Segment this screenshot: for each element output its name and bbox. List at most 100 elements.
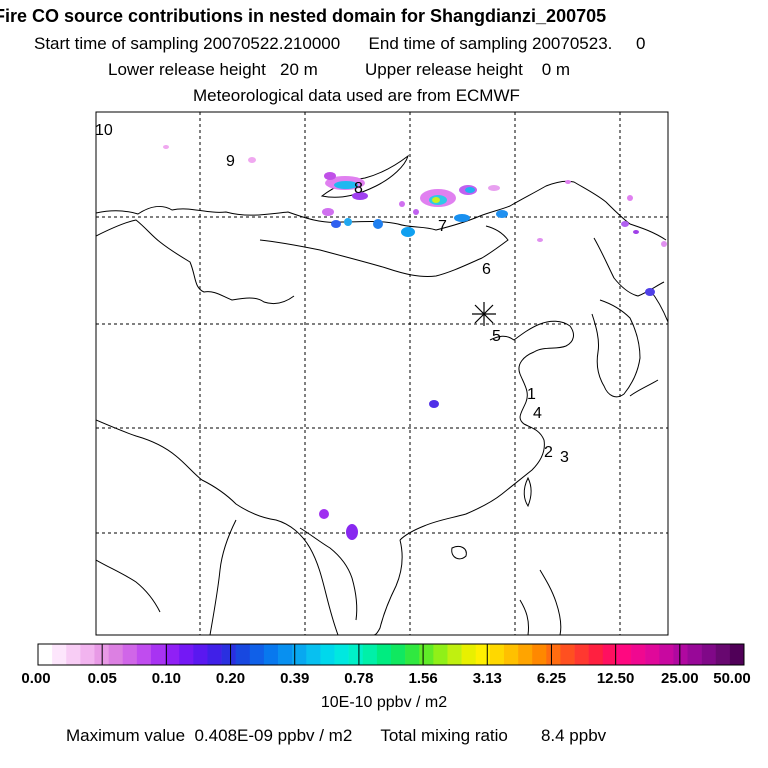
northeast-border (593, 237, 665, 297)
bay-of-bengal (96, 559, 161, 613)
colorbar-swatch (461, 644, 477, 665)
colorbar-swatch (588, 644, 604, 665)
colorbar-swatch (546, 644, 561, 665)
colorbar-swatch (376, 644, 392, 665)
summary-line: Maximum value 0.408E-09 ppbv / m2 Total … (66, 726, 607, 745)
kazakh-border (96, 219, 295, 305)
colorbar-label: 50.00 (713, 670, 751, 687)
map-title: Fire CO source contributions in nested d… (0, 6, 607, 26)
korea (591, 299, 641, 398)
colorbar-swatch (320, 644, 335, 665)
colorbar-swatch (66, 644, 81, 665)
colorbar-swatch (701, 644, 717, 665)
colorbar-swatch (574, 644, 589, 665)
map-frame (95, 111, 669, 636)
colorbar-swatch (136, 644, 152, 665)
colorbar-swatch (193, 644, 208, 665)
release-height-line: Lower release height 20 m Upper release … (108, 60, 571, 79)
colorbar-label: 0.39 (280, 670, 310, 687)
colorbar-swatch (391, 644, 406, 665)
philippines (519, 569, 562, 635)
colorbar-swatch (447, 644, 462, 665)
colorbar-swatch (659, 644, 674, 665)
colorbar-label: 0.78 (344, 670, 374, 687)
colorbar-swatch (221, 644, 236, 665)
colorbar-label: 25.00 (661, 670, 699, 687)
colorbar-units: 10E-10 ppbv / m2 (320, 694, 448, 711)
meteorology-line: Meteorological data used are from ECMWF (193, 86, 520, 105)
colorbar-swatch (673, 644, 688, 665)
colorbar-swatch (306, 644, 321, 665)
map-number-7: 7 (438, 218, 447, 235)
colorbar-swatch (362, 644, 378, 665)
colorbar-swatch (532, 644, 547, 665)
map-number-8: 8 (354, 180, 363, 197)
colorbar-label: 0.05 (87, 670, 117, 687)
colorbar-swatch (348, 644, 364, 665)
colorbar-swatch (518, 644, 533, 665)
colorbar-label: 0.00 (21, 670, 51, 687)
colorbar-swatch (165, 644, 180, 665)
colorbar-swatch (602, 644, 618, 665)
colorbar-swatch (108, 644, 124, 665)
colorbar-swatch (645, 644, 660, 665)
colorbar (38, 644, 745, 665)
myanmar-coast (209, 519, 237, 635)
map-number-6: 6 (482, 261, 491, 278)
colorbar-swatch (715, 644, 731, 665)
colorbar-swatch (122, 644, 138, 665)
colorbar-swatch (179, 644, 194, 665)
colorbar-label: 0.20 (215, 670, 246, 687)
taiwan (523, 476, 532, 508)
asterisk-marker (472, 302, 496, 326)
map-number-4: 4 (533, 405, 542, 422)
colorbar-swatch (207, 644, 222, 665)
colorbar-swatch (475, 644, 491, 665)
map-number-9: 9 (226, 153, 235, 170)
colorbar-swatch (631, 644, 646, 665)
northern-border (96, 180, 667, 241)
colorbar-swatch (52, 644, 67, 665)
mongolia-border (259, 225, 509, 277)
indochina (96, 419, 339, 635)
grid-lines (96, 112, 668, 635)
japan (629, 289, 668, 397)
coastline-borders (96, 154, 668, 635)
colorbar-swatch (489, 644, 505, 665)
colorbar-swatch (419, 644, 434, 665)
colorbar-swatch (150, 644, 166, 665)
colorbar-label: 6.25 (536, 670, 567, 687)
colorbar-swatch (560, 644, 575, 665)
colorbar-swatch (405, 644, 420, 665)
colorbar-swatch (38, 644, 53, 665)
colorbar-swatch (334, 644, 349, 665)
map-number-2: 2 (544, 444, 553, 461)
colorbar-swatch (433, 644, 448, 665)
map-number-3: 3 (560, 449, 569, 466)
map-number-5: 5 (492, 328, 501, 345)
hainan (451, 545, 467, 560)
map-number-1: 1 (527, 386, 536, 403)
map-number-10: 10 (95, 122, 113, 139)
colorbar-frame (37, 643, 745, 666)
colorbar-swatch (80, 644, 95, 665)
colorbar-swatch (235, 644, 251, 665)
colorbar-label: 0.10 (151, 670, 181, 687)
colorbar-swatch (503, 644, 519, 665)
colorbar-label: 12.50 (596, 670, 635, 687)
colorbar-label: 3.13 (472, 670, 502, 687)
colorbar-swatch (263, 644, 279, 665)
thailand-border (299, 527, 358, 621)
colorbar-swatch (616, 644, 632, 665)
colorbar-swatch (278, 644, 293, 665)
colorbar-swatch (729, 644, 745, 665)
concentration-field (163, 145, 667, 540)
colorbar-swatch (249, 644, 265, 665)
colorbar-swatch (687, 644, 702, 665)
colorbar-label: 1.56 (408, 670, 438, 687)
bohai-coast (399, 320, 574, 541)
vietnam-coast (373, 539, 403, 635)
colorbar-swatch (292, 644, 307, 665)
sampling-time-line: Start time of sampling 20070522.210000 E… (34, 34, 646, 53)
